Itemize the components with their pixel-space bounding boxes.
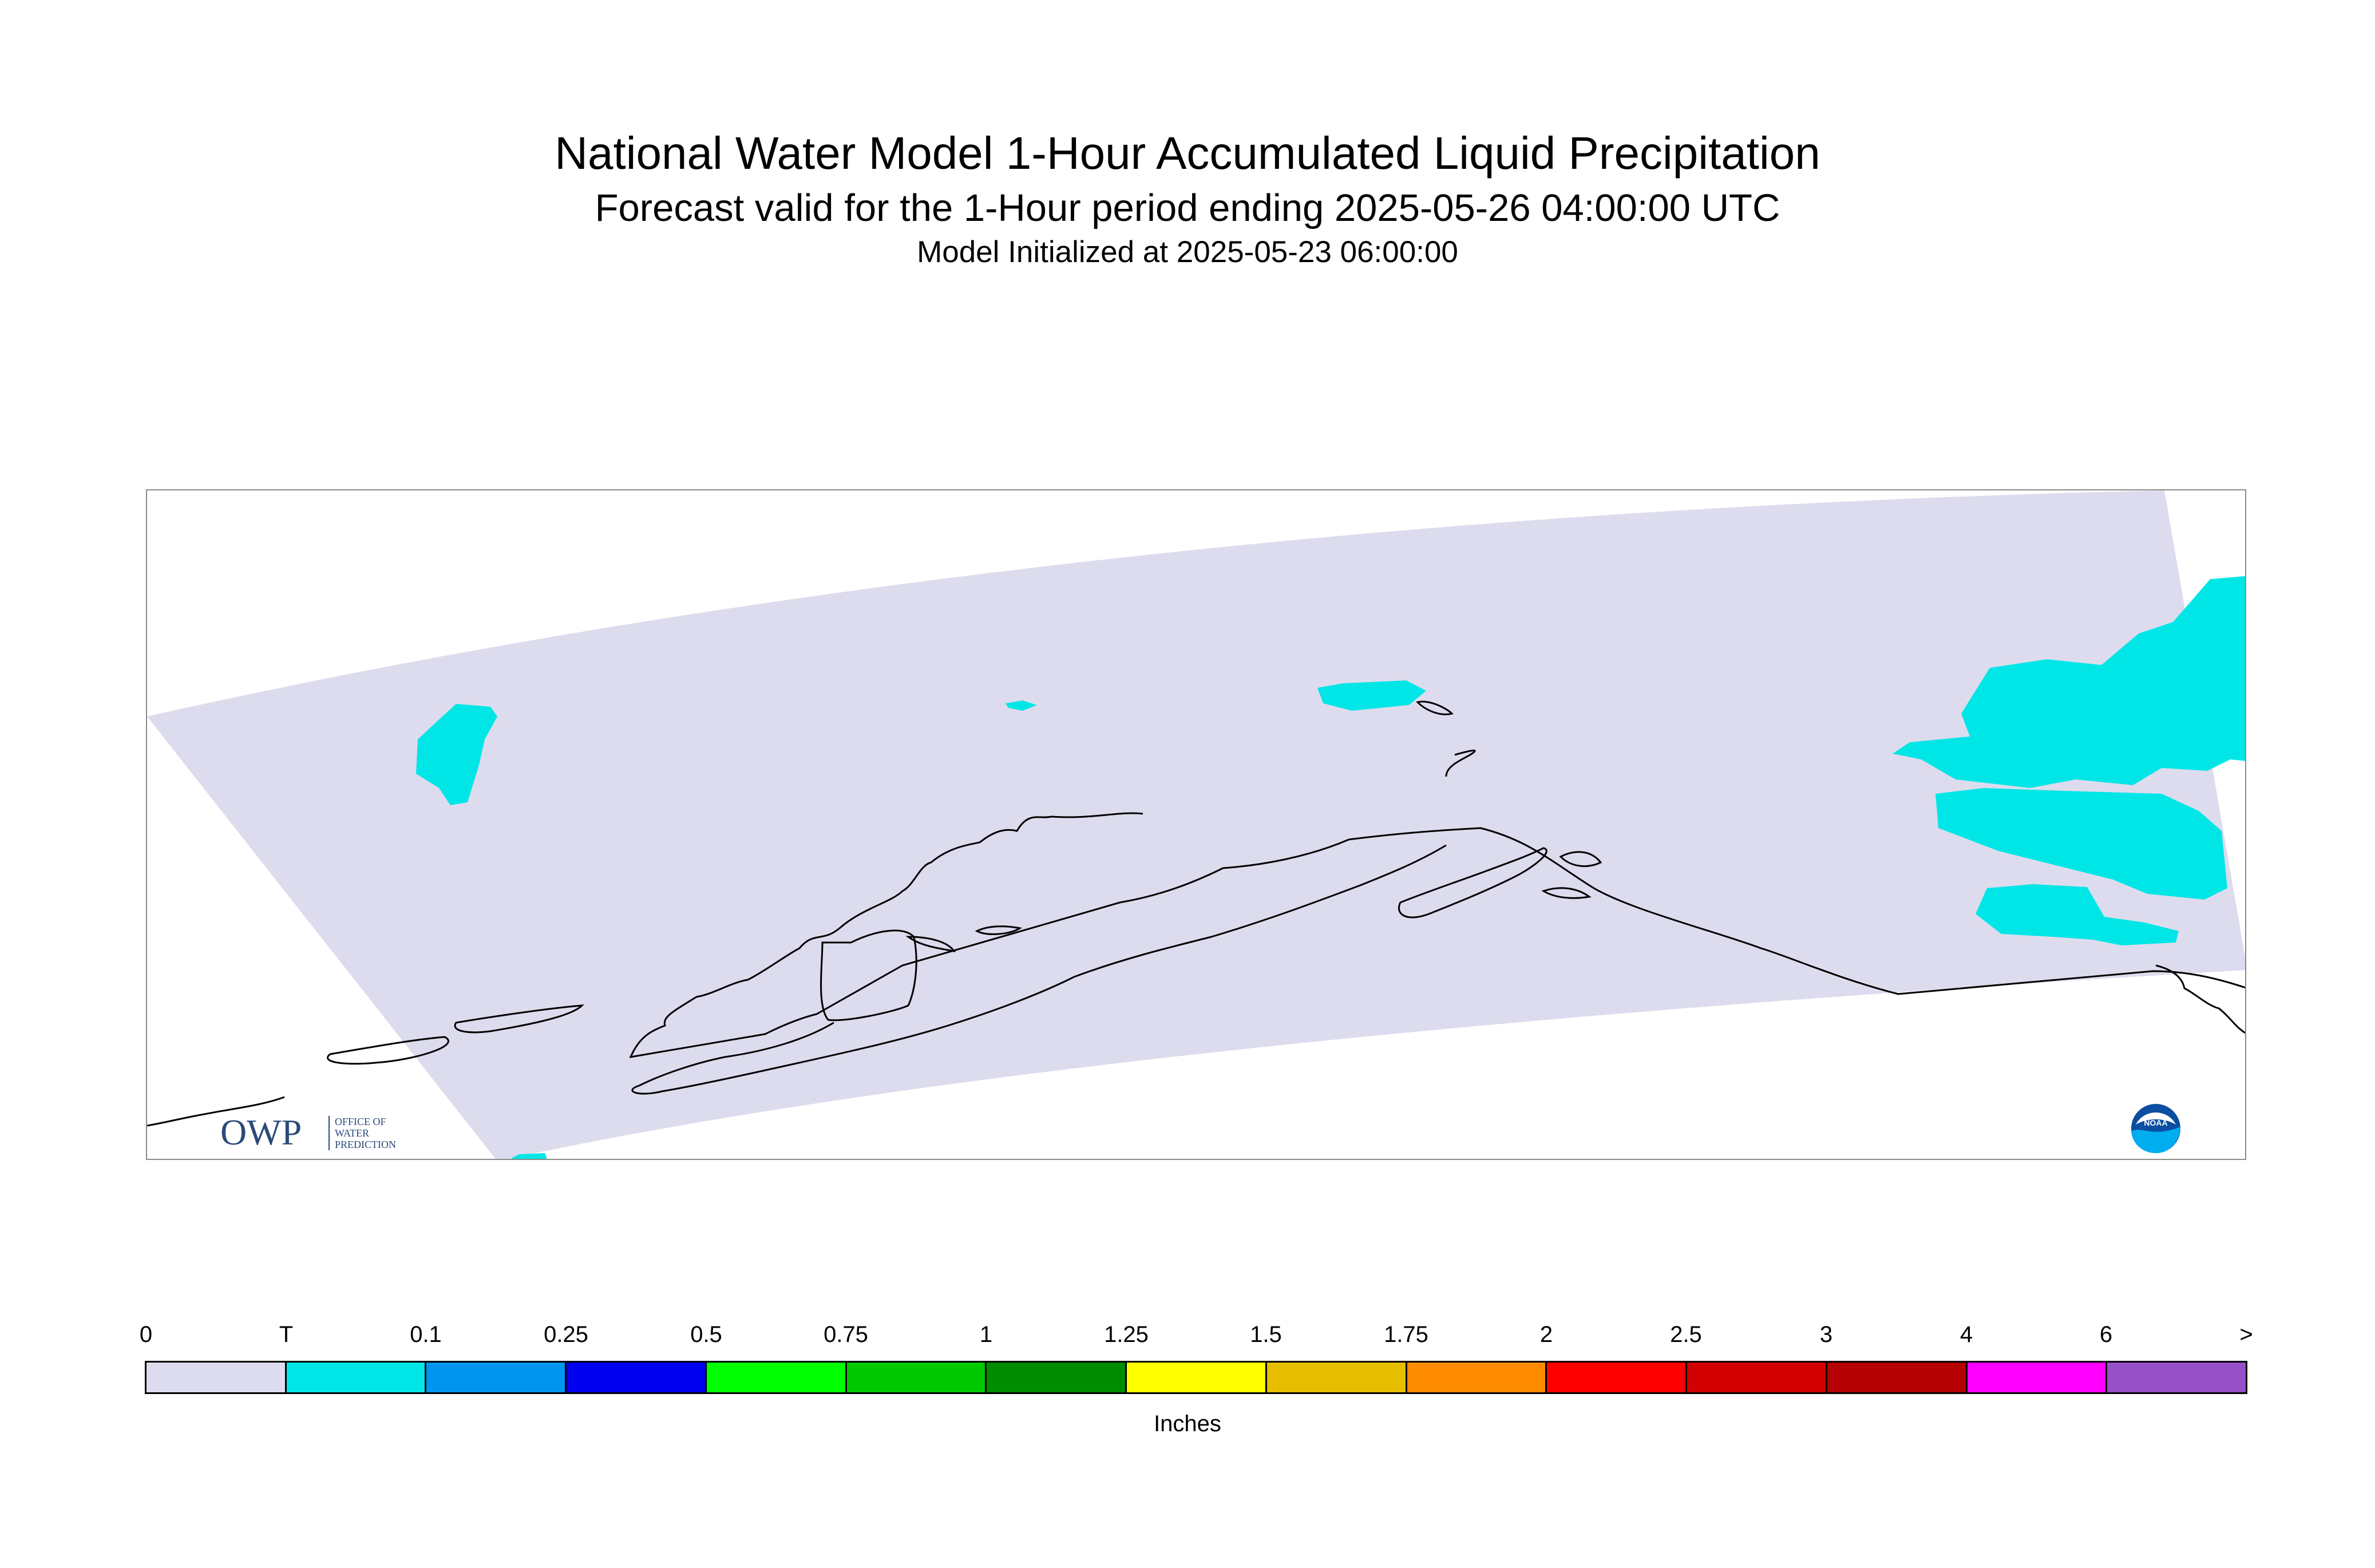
legend-tick: 3 xyxy=(1819,1322,1833,1347)
precip-patch-east-large xyxy=(1893,576,2245,788)
legend-swatch xyxy=(1547,1363,1688,1392)
legend-swatch xyxy=(987,1363,1127,1392)
precip-patch-east-mid xyxy=(1935,788,2227,900)
coastlines xyxy=(147,700,2245,1127)
legend-swatch xyxy=(147,1363,287,1392)
legend-tick: 1.25 xyxy=(1104,1322,1149,1347)
legend-swatch xyxy=(1266,1363,1407,1392)
legend-tick-labels: 0 T 0.1 0.25 0.5 0.75 1 1.25 1.5 1.75 2 … xyxy=(140,1322,2253,1356)
precip-patch-west xyxy=(416,704,497,805)
legend-tick: 0.1 xyxy=(410,1322,442,1347)
legend-swatch xyxy=(1967,1363,2108,1392)
legend-swatch xyxy=(2107,1363,2246,1392)
legend-tick: 2.5 xyxy=(1670,1322,1702,1347)
noaa-logo-graphic: NOAA xyxy=(2131,1104,2180,1153)
coastline-bristol-bay-islands xyxy=(905,925,1022,953)
coastline-st-lawrence xyxy=(1416,700,1476,777)
coastline-gulf-inlet xyxy=(1541,851,1602,899)
coastline-peninsula xyxy=(820,929,917,1021)
legend-swatch xyxy=(1407,1363,1547,1392)
legend-swatch xyxy=(846,1363,987,1392)
legend-tick: 1 xyxy=(979,1322,993,1347)
legend-tick: 2 xyxy=(1539,1322,1553,1347)
coastline-alaska-peninsula xyxy=(631,844,1447,1095)
map-canvas xyxy=(147,490,2245,1159)
forecast-valid-subtitle: Forecast valid for the 1-Hour period end… xyxy=(595,187,1780,229)
precip-patch-corner xyxy=(510,1153,547,1159)
precip-patch-north-island xyxy=(1317,680,1426,711)
legend-tick: 1.5 xyxy=(1250,1322,1282,1347)
legend-colorbar xyxy=(145,1361,2247,1394)
model-domain-area xyxy=(147,490,2245,1159)
legend-tick: T xyxy=(279,1322,294,1347)
coastline-southeast xyxy=(2155,964,2245,1034)
legend-swatch xyxy=(706,1363,847,1392)
legend-tick: 0 xyxy=(139,1322,153,1347)
legend-swatch xyxy=(1687,1363,1827,1392)
legend-swatch xyxy=(1827,1363,1968,1392)
owp-logo-mark: OWP xyxy=(220,1112,302,1153)
precip-patch-small xyxy=(1006,700,1037,711)
legend-tick: 0.75 xyxy=(824,1322,868,1347)
map-panel: OWP OFFICE OF WATER PREDICTION NOAA xyxy=(146,489,2246,1160)
owp-logo-line2: WATER xyxy=(335,1127,369,1139)
coastline-kodiak xyxy=(1398,847,1547,918)
legend-tick: > xyxy=(2239,1322,2253,1347)
owp-logo-line3: PREDICTION xyxy=(335,1139,396,1150)
legend-swatch xyxy=(426,1363,567,1392)
legend-tick: 6 xyxy=(2099,1322,2113,1347)
noaa-logo-text: NOAA xyxy=(2144,1118,2167,1127)
legend-swatch xyxy=(567,1363,707,1392)
coastline-mainland xyxy=(629,812,2245,1058)
coastline-island-chain xyxy=(147,1004,584,1127)
model-init-subtitle: Model Initialized at 2025-05-23 06:00:00 xyxy=(917,235,1458,269)
legend-tick: 1.75 xyxy=(1384,1322,1428,1347)
owp-logo-line1: OFFICE OF xyxy=(335,1116,386,1127)
legend-tick: 0.25 xyxy=(544,1322,588,1347)
owp-logo: OWP OFFICE OF WATER PREDICTION xyxy=(220,1110,438,1156)
legend-swatch xyxy=(1127,1363,1267,1392)
precip-areas xyxy=(416,576,2245,1159)
map-title: National Water Model 1-Hour Accumulated … xyxy=(555,128,1820,179)
noaa-logo: NOAA xyxy=(2130,1103,2182,1154)
legend-tick: 0.5 xyxy=(690,1322,722,1347)
legend-tick: 4 xyxy=(1960,1322,1973,1347)
owp-logo-graphic: OWP OFFICE OF WATER PREDICTION xyxy=(220,1112,396,1153)
legend-unit-label: Inches xyxy=(1154,1411,1221,1436)
precip-patch-east-south xyxy=(1976,884,2179,945)
legend-swatch xyxy=(286,1363,427,1392)
